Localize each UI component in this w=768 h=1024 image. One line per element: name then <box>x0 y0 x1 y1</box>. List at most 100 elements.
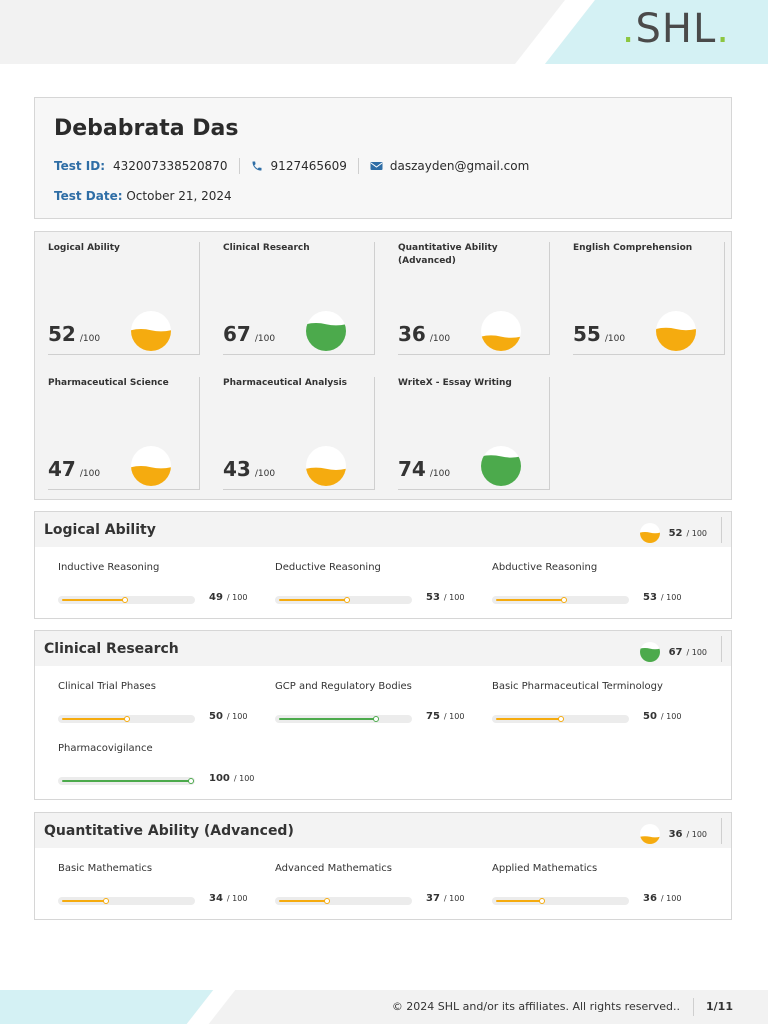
progress-fill <box>496 599 564 601</box>
subskill: Applied Mathematics 36/ 100 <box>492 863 702 913</box>
email-value[interactable]: daszayden@gmail.com <box>389 159 530 173</box>
gauge-icon <box>481 446 521 486</box>
divider <box>238 158 240 174</box>
subskill-score-max: / 100 <box>443 593 465 602</box>
score-max: /100 <box>254 334 276 344</box>
score-max: /100 <box>604 334 626 344</box>
score-value: 43 <box>223 457 251 481</box>
subskill-score: 37/ 100 <box>426 893 464 904</box>
gauge-fill <box>306 467 346 486</box>
subskill: GCP and Regulatory Bodies 75/ 100 <box>275 681 485 731</box>
gauge-icon <box>306 311 346 351</box>
copyright-text: © 2024 SHL and/or its affiliates. All ri… <box>391 1000 680 1013</box>
score-max: /100 <box>429 469 451 479</box>
score-card-score: 74/100 <box>398 457 450 481</box>
subskill-name: Abductive Reasoning <box>492 562 598 573</box>
subskill-score: 34/ 100 <box>209 893 247 904</box>
score-card-title: Quantitative Ability (Advanced) <box>398 243 498 266</box>
logo-dot-left: . <box>621 6 636 52</box>
progress-fill <box>496 900 542 902</box>
subskill-score-value: 36 <box>643 893 657 904</box>
gauge-icon <box>481 311 521 351</box>
section-panel: Logical Ability 52/ 100 Inductive Reasonin… <box>34 511 732 619</box>
section-score: 52/ 100 <box>639 523 707 543</box>
section-title: Logical Ability <box>44 522 156 538</box>
subskill-score-value: 50 <box>643 711 657 722</box>
progress-knob <box>122 597 128 603</box>
progress-fill <box>62 900 106 902</box>
subskill-progress-bar <box>492 897 629 905</box>
subskill-name: Clinical Trial Phases <box>58 681 156 692</box>
test-id-value: 432007338520870 <box>113 159 228 173</box>
progress-knob <box>373 716 379 722</box>
progress-fill <box>496 718 561 720</box>
footer-stripe-teal <box>0 990 214 1024</box>
subskill: Abductive Reasoning 53/ 100 <box>492 562 702 612</box>
progress-knob <box>124 716 130 722</box>
subskill: Advanced Mathematics 37/ 100 <box>275 863 485 913</box>
section-header: Quantitative Ability (Advanced) 36/ 100 <box>35 813 731 848</box>
progress-fill <box>62 718 127 720</box>
score-card-title: Pharmaceutical Science <box>48 378 169 388</box>
score-card-title: Pharmaceutical Analysis <box>223 378 348 388</box>
subskill: Pharmacovigilance 100/ 100 <box>58 743 268 793</box>
candidate-info-panel: Debabrata Das Test ID: 432007338520870 9… <box>34 97 732 219</box>
test-date-label: Test Date: <box>54 189 123 203</box>
score-card-score: 67/100 <box>223 322 275 346</box>
page-number: 1/11 <box>706 1000 733 1013</box>
subskill-score-max: / 100 <box>660 712 682 721</box>
score-value: 52 <box>48 322 76 346</box>
score-max: /100 <box>429 334 451 344</box>
progress-knob <box>561 597 567 603</box>
footer-divider <box>693 998 694 1016</box>
gauge-icon <box>131 446 171 486</box>
progress-knob <box>324 898 330 904</box>
subskill-name: Applied Mathematics <box>492 863 598 874</box>
gauge-fill <box>639 836 660 844</box>
subskill-score-max: / 100 <box>443 894 465 903</box>
score-card: English Comprehension 55/100 <box>573 242 725 355</box>
section-panel: Quantitative Ability (Advanced) 36/ 100 Ba… <box>34 812 732 920</box>
section-score-value: 36 <box>668 828 683 840</box>
subskill-progress-bar <box>275 715 412 723</box>
progress-knob <box>539 898 545 904</box>
score-card: Pharmaceutical Analysis 43/100 <box>223 377 375 490</box>
subskill-name: GCP and Regulatory Bodies <box>275 681 412 692</box>
gauge-fill <box>481 455 521 486</box>
subskill-score-max: / 100 <box>660 894 682 903</box>
subskill-score-value: 49 <box>209 592 223 603</box>
gauge-icon <box>306 446 346 486</box>
subskill-score: 53/ 100 <box>643 592 681 603</box>
gauge-icon <box>131 311 171 351</box>
subskill-score-max: / 100 <box>226 593 248 602</box>
section-header: Clinical Research 67/ 100 <box>35 631 731 666</box>
progress-fill <box>62 780 191 782</box>
candidate-name: Debabrata Das <box>54 116 239 141</box>
gauge-icon <box>639 642 660 662</box>
subskill-progress-bar <box>58 715 195 723</box>
subskill-score-value: 53 <box>426 592 440 603</box>
subskill-score-max: / 100 <box>226 894 248 903</box>
subskill-score-value: 100 <box>209 773 230 784</box>
progress-knob <box>103 898 109 904</box>
subskill: Inductive Reasoning 49/ 100 <box>58 562 268 612</box>
footer: © 2024 SHL and/or its affiliates. All ri… <box>0 990 768 1024</box>
phone-value: 9127465609 <box>270 159 347 173</box>
score-value: 36 <box>398 322 426 346</box>
subskill-progress-bar <box>58 596 195 604</box>
subskill-score: 50/ 100 <box>209 711 247 722</box>
section-score-value: 52 <box>668 527 683 539</box>
score-value: 74 <box>398 457 426 481</box>
score-value: 55 <box>573 322 601 346</box>
subskill-score-max: / 100 <box>660 593 682 602</box>
gauge-fill <box>656 327 696 351</box>
section-divider <box>721 636 722 662</box>
section-score-value: 67 <box>668 646 683 658</box>
subskill-name: Advanced Mathematics <box>275 863 393 874</box>
subskill-score: 36/ 100 <box>643 893 681 904</box>
score-max: /100 <box>79 469 101 479</box>
score-card-title: Clinical Research <box>223 243 310 253</box>
test-date-value: October 21, 2024 <box>126 189 232 203</box>
score-card-score: 55/100 <box>573 322 625 346</box>
subskill-score-value: 37 <box>426 893 440 904</box>
